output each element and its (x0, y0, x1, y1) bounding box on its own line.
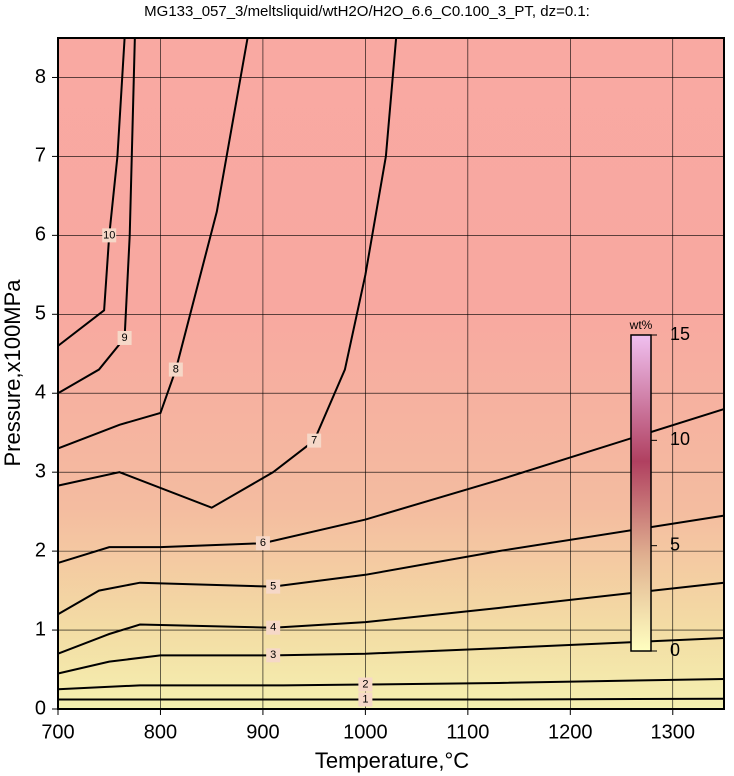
contour-label: 7 (311, 435, 317, 447)
plot-background (58, 38, 724, 709)
chart-title: MG133_057_3/meltsliquid/wtH2O/H2O_6.6_C0… (144, 3, 590, 20)
colorbar-tick-label: 5 (670, 534, 680, 554)
contour-label-bg (266, 579, 281, 594)
y-tick-label: 6 (35, 224, 46, 246)
colorbar (630, 334, 652, 652)
x-tick-label: 800 (144, 721, 177, 743)
contour-label-bg (358, 677, 373, 692)
contour-label-bg (307, 433, 322, 448)
contour-label: 1 (362, 693, 368, 705)
y-tick-label: 4 (35, 382, 46, 404)
contour-label-bg (266, 648, 281, 663)
x-tick-label: 900 (246, 721, 279, 743)
y-axis-label: Pressure,x100MPa (0, 279, 25, 467)
x-axis-label: Temperature,°C (315, 748, 469, 773)
contour-label: 2 (362, 678, 368, 690)
contour-label: 6 (260, 537, 266, 549)
contour-label: 3 (270, 649, 276, 661)
y-tick-label: 8 (35, 66, 46, 88)
y-tick-label: 0 (35, 697, 46, 719)
contour-label-bg (266, 620, 281, 635)
plot-layer: 700 800 900 1000 1100 1200 1300 0 1 2 3 4 5 6 7 8 1 2 3 4 5 6… (35, 37, 725, 743)
y-tick-label: 1 (35, 618, 46, 640)
contour-label: 8 (173, 363, 179, 375)
contour-label: 10 (103, 229, 115, 241)
colorbar-label: wt% (629, 318, 653, 332)
y-tick-label: 3 (35, 460, 46, 482)
contour-label: 5 (270, 581, 276, 593)
contour-label-bg (358, 692, 373, 707)
x-tick-label: 1300 (651, 721, 696, 743)
x-tick-label: 1100 (446, 721, 489, 743)
y-tick-label: 5 (35, 303, 46, 325)
contour-line (57, 678, 725, 691)
contour-label: 9 (122, 332, 128, 344)
x-tick-label: 1000 (343, 721, 388, 743)
colorbar-tick-label: 10 (670, 429, 690, 449)
y-tick-label: 2 (35, 539, 46, 561)
contour-line (58, 697, 725, 701)
colorbar-tick-label: 15 (670, 324, 690, 344)
x-tick-label: 1200 (548, 721, 593, 743)
contour-label-bg (168, 362, 183, 377)
x-tick-label: 700 (41, 721, 74, 743)
contour-label-bg (255, 536, 270, 551)
y-tick-label: 7 (35, 145, 46, 167)
colorbar-tick-label: 0 (670, 640, 680, 660)
contour-label: 4 (270, 622, 276, 634)
contour-label-bg (102, 228, 117, 243)
plot-frame (57, 37, 725, 710)
contour-label-bg (117, 330, 132, 345)
